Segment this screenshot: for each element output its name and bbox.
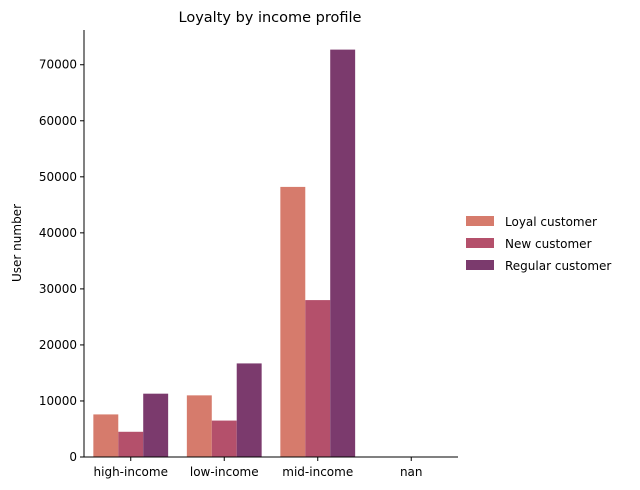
legend-swatch	[466, 238, 494, 248]
bar-low-income-2	[236, 363, 262, 457]
bar-high-income-1	[118, 431, 144, 457]
bar-low-income-0	[186, 395, 212, 457]
legend-label: New customer	[505, 237, 592, 251]
bars	[93, 49, 356, 458]
x-tick-label: high-income	[94, 465, 168, 479]
bar-low-income-1	[211, 420, 237, 457]
legend-swatch	[466, 260, 494, 270]
x-tick-label: mid-income	[282, 465, 353, 479]
bar-mid-income-0	[280, 186, 306, 457]
x-tick-label: nan	[400, 465, 423, 479]
y-ticks: 0 10000 20000 30000 40000 50000 60000 70000	[39, 58, 84, 464]
bar-high-income-2	[143, 393, 169, 457]
bar-high-income-0	[93, 414, 119, 457]
chart-title: Loyalty by income profile	[179, 10, 362, 26]
bar-mid-income-1	[305, 300, 331, 457]
y-axis-label: User number	[10, 204, 24, 282]
y-tick-label: 50000	[39, 170, 77, 184]
bar-mid-income-2	[330, 49, 356, 458]
y-tick-label: 30000	[39, 282, 77, 296]
y-tick-label: 10000	[39, 394, 77, 408]
x-ticks: high-income low-income mid-income nan	[94, 457, 423, 479]
y-tick-label: 0	[69, 450, 77, 464]
y-tick-label: 40000	[39, 226, 77, 240]
y-tick-label: 70000	[39, 58, 77, 72]
legend-label: Regular customer	[505, 259, 611, 273]
legend-swatch	[466, 216, 494, 226]
y-tick-label: 20000	[39, 338, 77, 352]
x-tick-label: low-income	[190, 465, 259, 479]
legend: Loyal customer New customer Regular custom…	[466, 215, 611, 273]
legend-label: Loyal customer	[505, 215, 597, 229]
y-tick-label: 60000	[39, 114, 77, 128]
